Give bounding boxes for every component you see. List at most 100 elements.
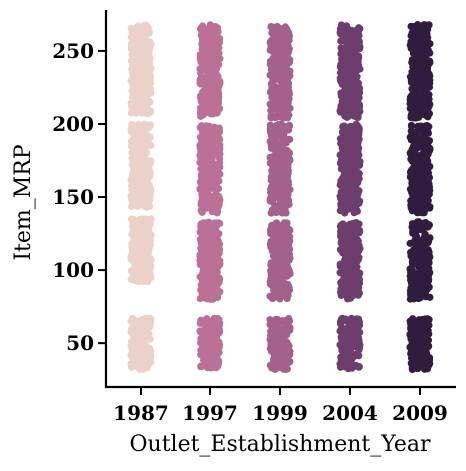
strip-point: [407, 132, 415, 140]
strip-point: [128, 316, 136, 324]
strip-point: [408, 365, 416, 374]
strip-point: [134, 260, 143, 268]
strip-point: [280, 335, 288, 344]
strip-point: [417, 55, 425, 64]
strip-point: [351, 129, 359, 138]
strip-point: [273, 234, 281, 242]
x-tick-label: 1999: [252, 401, 308, 425]
strip-point: [129, 93, 137, 101]
strip-point: [408, 207, 416, 215]
strip-point: [422, 142, 430, 150]
strip-point: [270, 58, 278, 66]
strip-point: [270, 354, 279, 362]
strip-point: [266, 100, 274, 108]
strip-point: [285, 358, 293, 366]
strip-point: [417, 253, 425, 261]
strip-point: [407, 334, 416, 342]
strip-point: [336, 74, 344, 82]
strip-point: [139, 338, 147, 346]
strip-point: [207, 225, 215, 233]
strip-point: [131, 103, 139, 112]
strip-point: [131, 33, 139, 41]
strip-point: [203, 71, 212, 80]
y-tick-label: 150: [52, 185, 94, 209]
strip-point: [133, 42, 141, 50]
strip-point: [127, 192, 135, 200]
strip-point: [140, 173, 148, 181]
strip-point: [214, 185, 223, 193]
strip-point: [275, 124, 283, 132]
strip-point: [424, 246, 432, 254]
strip-point: [286, 56, 294, 64]
strip-point: [270, 291, 278, 299]
strip-point: [201, 99, 210, 107]
strip-point: [140, 258, 148, 266]
strip-point: [214, 107, 222, 115]
strip-point: [206, 184, 214, 192]
strip-point: [412, 68, 420, 77]
strip-point: [284, 105, 292, 113]
strip-point: [342, 100, 350, 108]
strip-point: [355, 101, 363, 109]
strip-point: [271, 189, 279, 197]
strip-point: [425, 269, 433, 277]
strip-point: [351, 151, 359, 159]
strip-point: [407, 114, 415, 122]
strip-point: [345, 109, 353, 117]
strip-point: [133, 201, 141, 209]
strip-point: [273, 275, 282, 283]
strip-point: [135, 328, 143, 336]
strip-point: [214, 55, 222, 64]
strip-point: [212, 167, 220, 175]
strip-point: [348, 123, 356, 131]
strip-point: [132, 349, 140, 357]
strip-point: [212, 323, 221, 331]
strip-point: [286, 237, 294, 245]
strip-point: [281, 90, 289, 98]
strip-point: [135, 178, 143, 186]
strip-point: [350, 77, 358, 85]
strip-point: [409, 49, 418, 57]
strip-point: [129, 330, 137, 338]
strip-point: [199, 111, 207, 119]
strip-point: [351, 245, 359, 253]
strip-point: [206, 363, 214, 371]
strip-point: [344, 293, 352, 301]
x-tick-label: 1997: [182, 401, 238, 425]
strip-point: [147, 318, 155, 326]
strip-point: [208, 208, 216, 216]
strip-point: [198, 251, 206, 260]
strip-point: [211, 47, 219, 56]
strip-point: [352, 172, 361, 181]
strip-point: [143, 106, 151, 114]
strip-point: [410, 250, 418, 258]
strip-point: [348, 286, 356, 294]
strip-point: [140, 264, 148, 272]
strip-point: [286, 186, 294, 194]
strip-point: [412, 92, 420, 100]
strip-point: [214, 72, 222, 80]
strip-point: [407, 121, 416, 130]
strip-point: [426, 57, 434, 65]
strip-point: [352, 45, 361, 53]
x-tick-label: 1987: [113, 401, 169, 425]
strip-point: [269, 176, 277, 184]
strip-point: [412, 136, 420, 144]
strip-point: [350, 220, 358, 228]
strip-point: [212, 62, 220, 70]
strip-point: [127, 215, 136, 223]
strip-point: [130, 268, 138, 276]
strip-point: [407, 155, 415, 163]
strip-point: [343, 229, 351, 237]
strip-point: [211, 124, 219, 132]
y-tick-label: 200: [52, 112, 94, 136]
strip-point: [198, 30, 206, 38]
strip-point: [275, 176, 283, 184]
strip-point: [128, 149, 136, 157]
strip-point: [277, 185, 286, 193]
strip-point: [141, 81, 149, 89]
strip-point: [145, 123, 153, 131]
strip-point: [132, 74, 140, 82]
strip-point: [213, 179, 221, 187]
strip-point: [409, 315, 417, 323]
